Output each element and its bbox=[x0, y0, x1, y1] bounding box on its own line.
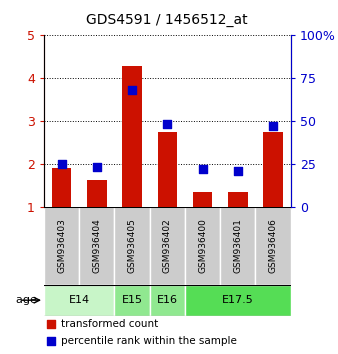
Bar bbox=[44, 285, 115, 316]
Text: GSM936400: GSM936400 bbox=[198, 218, 207, 273]
Bar bbox=[185, 207, 220, 285]
Bar bbox=[185, 285, 291, 316]
Text: GSM936405: GSM936405 bbox=[127, 218, 137, 273]
Text: age: age bbox=[16, 295, 41, 305]
Bar bbox=[44, 207, 79, 285]
Point bbox=[235, 168, 241, 173]
Bar bbox=[220, 207, 256, 285]
Point bbox=[270, 124, 276, 129]
Text: GSM936406: GSM936406 bbox=[269, 218, 277, 273]
Text: E15: E15 bbox=[122, 295, 143, 305]
Bar bbox=[158, 132, 177, 207]
Text: percentile rank within the sample: percentile rank within the sample bbox=[61, 336, 237, 346]
Bar bbox=[263, 132, 283, 207]
Bar bbox=[115, 207, 150, 285]
Bar bbox=[193, 192, 212, 207]
Bar bbox=[150, 207, 185, 285]
Point bbox=[59, 161, 64, 167]
Bar bbox=[52, 168, 71, 207]
Bar bbox=[122, 66, 142, 207]
Text: GDS4591 / 1456512_at: GDS4591 / 1456512_at bbox=[87, 12, 248, 27]
Text: GSM936404: GSM936404 bbox=[92, 218, 101, 273]
Text: GSM936403: GSM936403 bbox=[57, 218, 66, 273]
Bar bbox=[228, 192, 247, 207]
Bar bbox=[87, 180, 106, 207]
Text: transformed count: transformed count bbox=[61, 319, 159, 329]
Point bbox=[165, 122, 170, 127]
Bar bbox=[256, 207, 291, 285]
Text: GSM936402: GSM936402 bbox=[163, 218, 172, 273]
Point bbox=[200, 166, 205, 172]
Point bbox=[49, 321, 54, 326]
Bar bbox=[115, 285, 150, 316]
Bar bbox=[150, 285, 185, 316]
Text: E14: E14 bbox=[69, 295, 90, 305]
Text: E17.5: E17.5 bbox=[222, 295, 254, 305]
Point bbox=[129, 87, 135, 93]
Text: E16: E16 bbox=[157, 295, 178, 305]
Text: GSM936401: GSM936401 bbox=[233, 218, 242, 273]
Point bbox=[49, 338, 54, 343]
Bar bbox=[79, 207, 115, 285]
Point bbox=[94, 165, 99, 170]
